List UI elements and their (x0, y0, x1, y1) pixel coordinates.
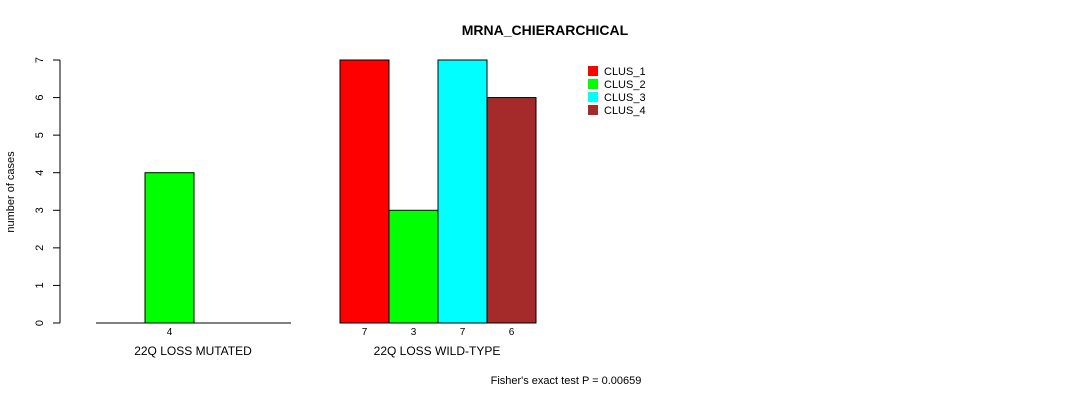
bar-clus-4 (486, 97, 537, 324)
legend-label: CLUS_1 (604, 66, 646, 78)
y-tick-label: 6 (34, 95, 46, 101)
fisher-test-footnote: Fisher's exact test P = 0.00659 (491, 375, 642, 387)
value-labels: 4 7 3 7 6 (167, 327, 515, 338)
legend-swatch (588, 92, 598, 102)
y-tick-label: 3 (34, 207, 46, 213)
legend-swatch (588, 105, 598, 115)
bar-value-label: 3 (411, 327, 417, 338)
group-labels: 22Q LOSS MUTATED 22Q LOSS WILD-TYPE (134, 344, 500, 358)
y-tick-label: 2 (34, 245, 46, 251)
bar-clus-2 (144, 172, 195, 324)
y-tick-label: 7 (34, 57, 46, 63)
y-tick-label: 4 (34, 170, 46, 176)
legend-label: CLUS_4 (604, 105, 646, 117)
legend-label: CLUS_3 (604, 92, 646, 104)
bar-value-label: 7 (362, 327, 368, 338)
bar-clus-1 (339, 59, 390, 324)
chart-title: MRNA_CHIERARCHICAL (462, 22, 629, 38)
bars (144, 59, 537, 324)
bar-value-label: 7 (460, 327, 466, 338)
group-label: 22Q LOSS MUTATED (134, 344, 252, 358)
y-tick-label: 1 (34, 282, 46, 288)
bar-clus-2 (388, 209, 439, 324)
y-tick-label: 5 (34, 132, 46, 138)
y-axis: 0 1 2 3 4 5 6 7 (34, 57, 61, 326)
legend-label: CLUS_2 (604, 79, 646, 91)
bar-value-label: 6 (509, 327, 515, 338)
bar-clus-3 (437, 59, 488, 324)
group-label: 22Q LOSS WILD-TYPE (374, 344, 501, 358)
y-axis-label: number of cases (5, 151, 17, 233)
y-tick-label: 0 (34, 320, 46, 326)
bar-value-label: 4 (167, 327, 173, 338)
legend-swatch (588, 79, 598, 89)
legend-swatch (588, 66, 598, 76)
